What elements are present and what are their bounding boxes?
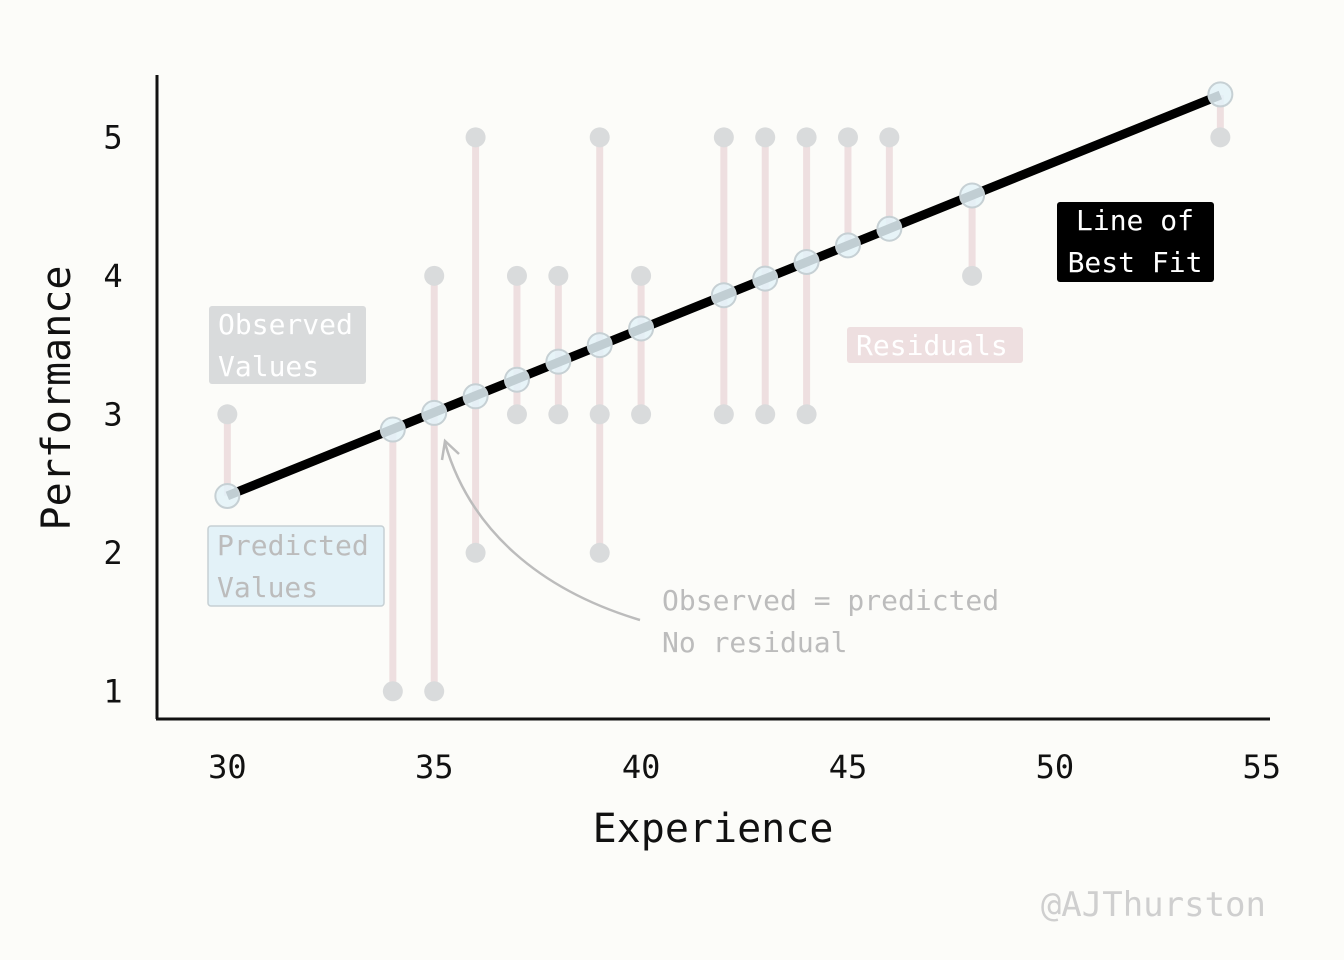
predicted-values-label: Predicted Values <box>207 525 385 607</box>
predicted-points-layer <box>214 81 1234 510</box>
observed-point <box>796 404 817 425</box>
y-tick-label: 1 <box>103 672 122 710</box>
x-tick-label: 40 <box>622 748 661 786</box>
observed-point <box>548 265 569 286</box>
observed-point <box>424 681 445 702</box>
x-axis-label: Experience <box>593 806 834 852</box>
observed-point <box>1210 127 1231 148</box>
observed-point <box>962 265 983 286</box>
predicted-point <box>214 483 241 510</box>
predicted-point <box>710 282 737 309</box>
no-residual-annotation: Observed = predicted No residual <box>440 438 999 659</box>
predicted-point <box>876 215 903 242</box>
observed-point <box>837 127 858 148</box>
x-tick-label: 35 <box>415 748 454 786</box>
y-tick-label: 2 <box>103 534 122 572</box>
residuals-label: Residuals <box>847 327 1023 363</box>
no-residual-line2: No residual <box>662 626 847 659</box>
arrow-head <box>440 438 460 461</box>
observed-point <box>796 127 817 148</box>
observed-point <box>713 404 734 425</box>
observed-values-label: Observed Values <box>209 306 366 384</box>
y-tick-label: 3 <box>103 395 122 433</box>
fit-label-line1: Line of <box>1076 204 1194 237</box>
predicted-point <box>959 182 986 209</box>
watermark: @AJThurston <box>1041 885 1266 925</box>
x-tick-label: 45 <box>829 748 868 786</box>
no-residual-line1: Observed = predicted <box>662 584 999 617</box>
observed-point <box>382 681 403 702</box>
predicted-point <box>545 348 572 375</box>
observed-label-line1: Observed <box>218 308 353 341</box>
observed-point <box>424 265 445 286</box>
observed-point <box>589 542 610 563</box>
predicted-point <box>793 248 820 275</box>
line-of-best-fit-label: Line of Best Fit <box>1057 202 1214 282</box>
predicted-point <box>752 265 779 292</box>
y-tick-label: 4 <box>103 257 122 295</box>
observed-point <box>713 127 734 148</box>
observed-point <box>631 404 652 425</box>
fit-label-line2: Best Fit <box>1068 246 1203 279</box>
predicted-point <box>834 232 861 259</box>
observed-point <box>217 404 238 425</box>
x-ticks-layer: 30 35 40 45 50 55 <box>208 748 1281 786</box>
predicted-point <box>503 366 530 393</box>
x-tick-label: 55 <box>1242 748 1281 786</box>
curved-arrow <box>443 442 641 622</box>
y-ticks-layer: 1 2 3 4 5 <box>103 118 122 710</box>
predicted-point <box>421 399 448 426</box>
observed-point <box>506 404 527 425</box>
observed-point <box>506 265 527 286</box>
observed-point <box>755 127 776 148</box>
observed-points-layer <box>217 127 1231 702</box>
residuals-label-text: Residuals <box>856 329 1008 362</box>
observed-point <box>589 404 610 425</box>
observed-point <box>465 127 486 148</box>
predicted-label-line2: Values <box>217 571 318 604</box>
predicted-point <box>1207 81 1234 108</box>
y-tick-label: 5 <box>103 118 122 156</box>
observed-point <box>879 127 900 148</box>
observed-point <box>755 404 776 425</box>
predicted-point <box>628 315 655 342</box>
observed-label-line2: Values <box>218 350 319 383</box>
x-tick-label: 50 <box>1036 748 1075 786</box>
observed-point <box>548 404 569 425</box>
predicted-point <box>462 383 489 410</box>
observed-point <box>589 127 610 148</box>
x-tick-label: 30 <box>208 748 247 786</box>
observed-point <box>465 542 486 563</box>
predicted-label-line1: Predicted <box>217 529 369 562</box>
predicted-point <box>379 416 406 443</box>
observed-point <box>631 265 652 286</box>
predicted-point <box>586 332 613 359</box>
y-axis-label: Performance <box>34 266 80 531</box>
